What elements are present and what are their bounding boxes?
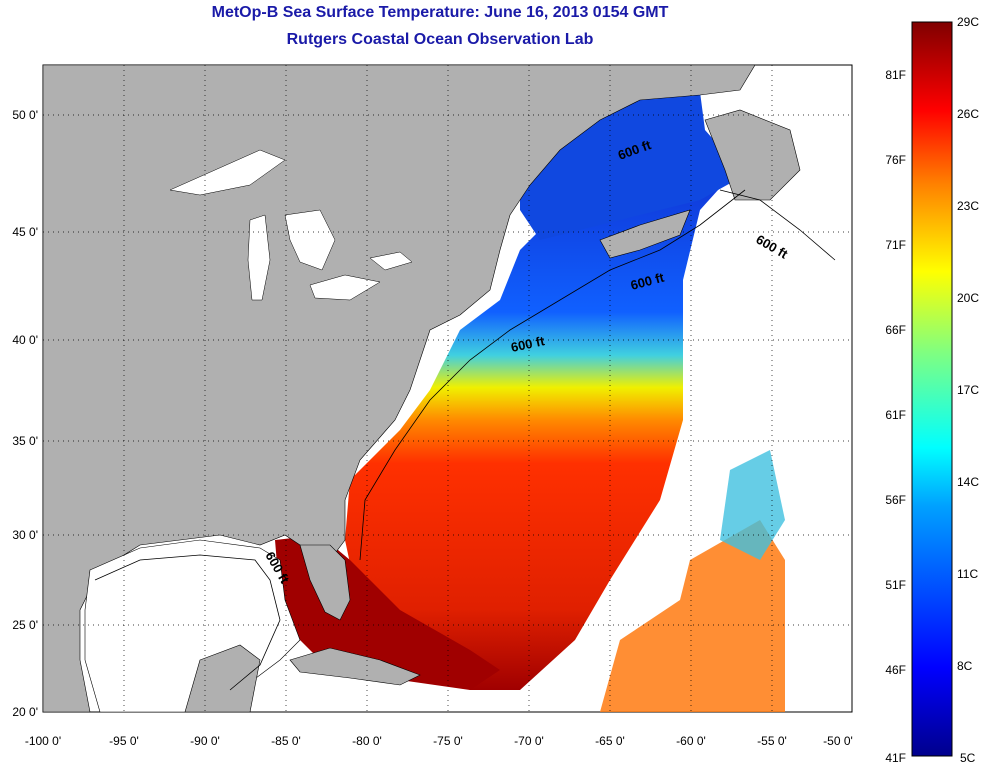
colorbar-fahrenheit-label: 66F <box>885 323 906 337</box>
colorbar-fahrenheit-label: 51F <box>885 578 906 592</box>
colorbar-fahrenheit-label: 46F <box>885 663 906 677</box>
lat-tick-label: 40 0' <box>12 333 38 347</box>
lat-tick-label: 50 0' <box>12 108 38 122</box>
colorbar-fahrenheit-label: 76F <box>885 153 906 167</box>
land-yucatan <box>184 644 261 712</box>
lat-tick-label: 20 0' <box>12 705 38 719</box>
land-cuba <box>289 647 421 686</box>
lon-tick-label: -90 0' <box>190 734 220 748</box>
land-florida <box>299 544 351 621</box>
sst-field-atlantic <box>345 150 745 690</box>
colorbar-fahrenheit-label: 61F <box>885 408 906 422</box>
lake-erie <box>309 274 381 301</box>
lon-tick-label: -55 0' <box>757 734 787 748</box>
colorbar <box>911 21 953 757</box>
lon-tick-label: -85 0' <box>271 734 301 748</box>
lat-tick-labels: 50 0' 45 0' 40 0' 35 0' 30 0' 25 0' 20 0… <box>12 108 38 719</box>
map-subtitle: Rutgers Coastal Ocean Observation Lab <box>286 31 594 48</box>
colorbar-celsius-labels: 29C 26C 23C 20C 17C 14C 11C 8C 5C <box>957 15 979 765</box>
lon-tick-label: -95 0' <box>109 734 139 748</box>
colorbar-celsius-label: 5C <box>960 751 976 765</box>
lat-tick-label: 25 0' <box>12 618 38 632</box>
lat-tick-label: 30 0' <box>12 528 38 542</box>
lon-tick-label: -60 0' <box>676 734 706 748</box>
colorbar-celsius-label: 23C <box>957 199 979 213</box>
colorbar-celsius-label: 11C <box>957 567 978 581</box>
lon-tick-label: -70 0' <box>514 734 544 748</box>
colorbar-fahrenheit-label: 81F <box>885 68 906 82</box>
lake-huron <box>284 209 336 271</box>
colorbar-celsius-label: 26C <box>957 107 979 121</box>
lake-superior <box>169 149 286 196</box>
colorbar-celsius-label: 29C <box>957 15 979 29</box>
colorbar-fahrenheit-label: 56F <box>885 493 906 507</box>
contour-600ft-atlantic <box>359 189 746 561</box>
lon-tick-label: -100 0' <box>25 734 61 748</box>
sst-field-east-cool <box>720 450 785 560</box>
colorbar-celsius-label: 17C <box>957 383 979 397</box>
lon-tick-label: -65 0' <box>595 734 625 748</box>
lon-tick-labels: -100 0' -95 0' -90 0' -85 0' -80 0' -75 … <box>25 734 853 748</box>
map-title: MetOp-B Sea Surface Temperature: June 16… <box>211 4 669 21</box>
lat-tick-label: 35 0' <box>12 434 38 448</box>
colorbar-fahrenheit-label: 71F <box>885 238 906 252</box>
lake-ontario <box>369 251 413 271</box>
lon-tick-label: -80 0' <box>352 734 382 748</box>
land-nova-scotia <box>599 209 691 259</box>
lon-tick-label: -50 0' <box>823 734 853 748</box>
colorbar-celsius-label: 20C <box>957 291 979 305</box>
colorbar-fahrenheit-labels: 81F 76F 71F 66F 61F 56F 51F 46F 41F <box>885 68 906 765</box>
lon-tick-label: -75 0' <box>433 734 463 748</box>
contour-label-600ft: 600 ft <box>510 333 547 355</box>
contour-600ft-newfoundland <box>719 189 836 261</box>
contour-600ft-gulf <box>94 554 281 691</box>
lake-michigan <box>247 214 271 301</box>
lat-tick-label: 45 0' <box>12 225 38 239</box>
colorbar-fahrenheit-label: 41F <box>885 751 906 765</box>
colorbar-celsius-label: 8C <box>957 659 973 673</box>
colorbar-celsius-label: 14C <box>957 475 979 489</box>
sst-field-east <box>600 520 785 712</box>
land-newfoundland <box>704 109 801 201</box>
